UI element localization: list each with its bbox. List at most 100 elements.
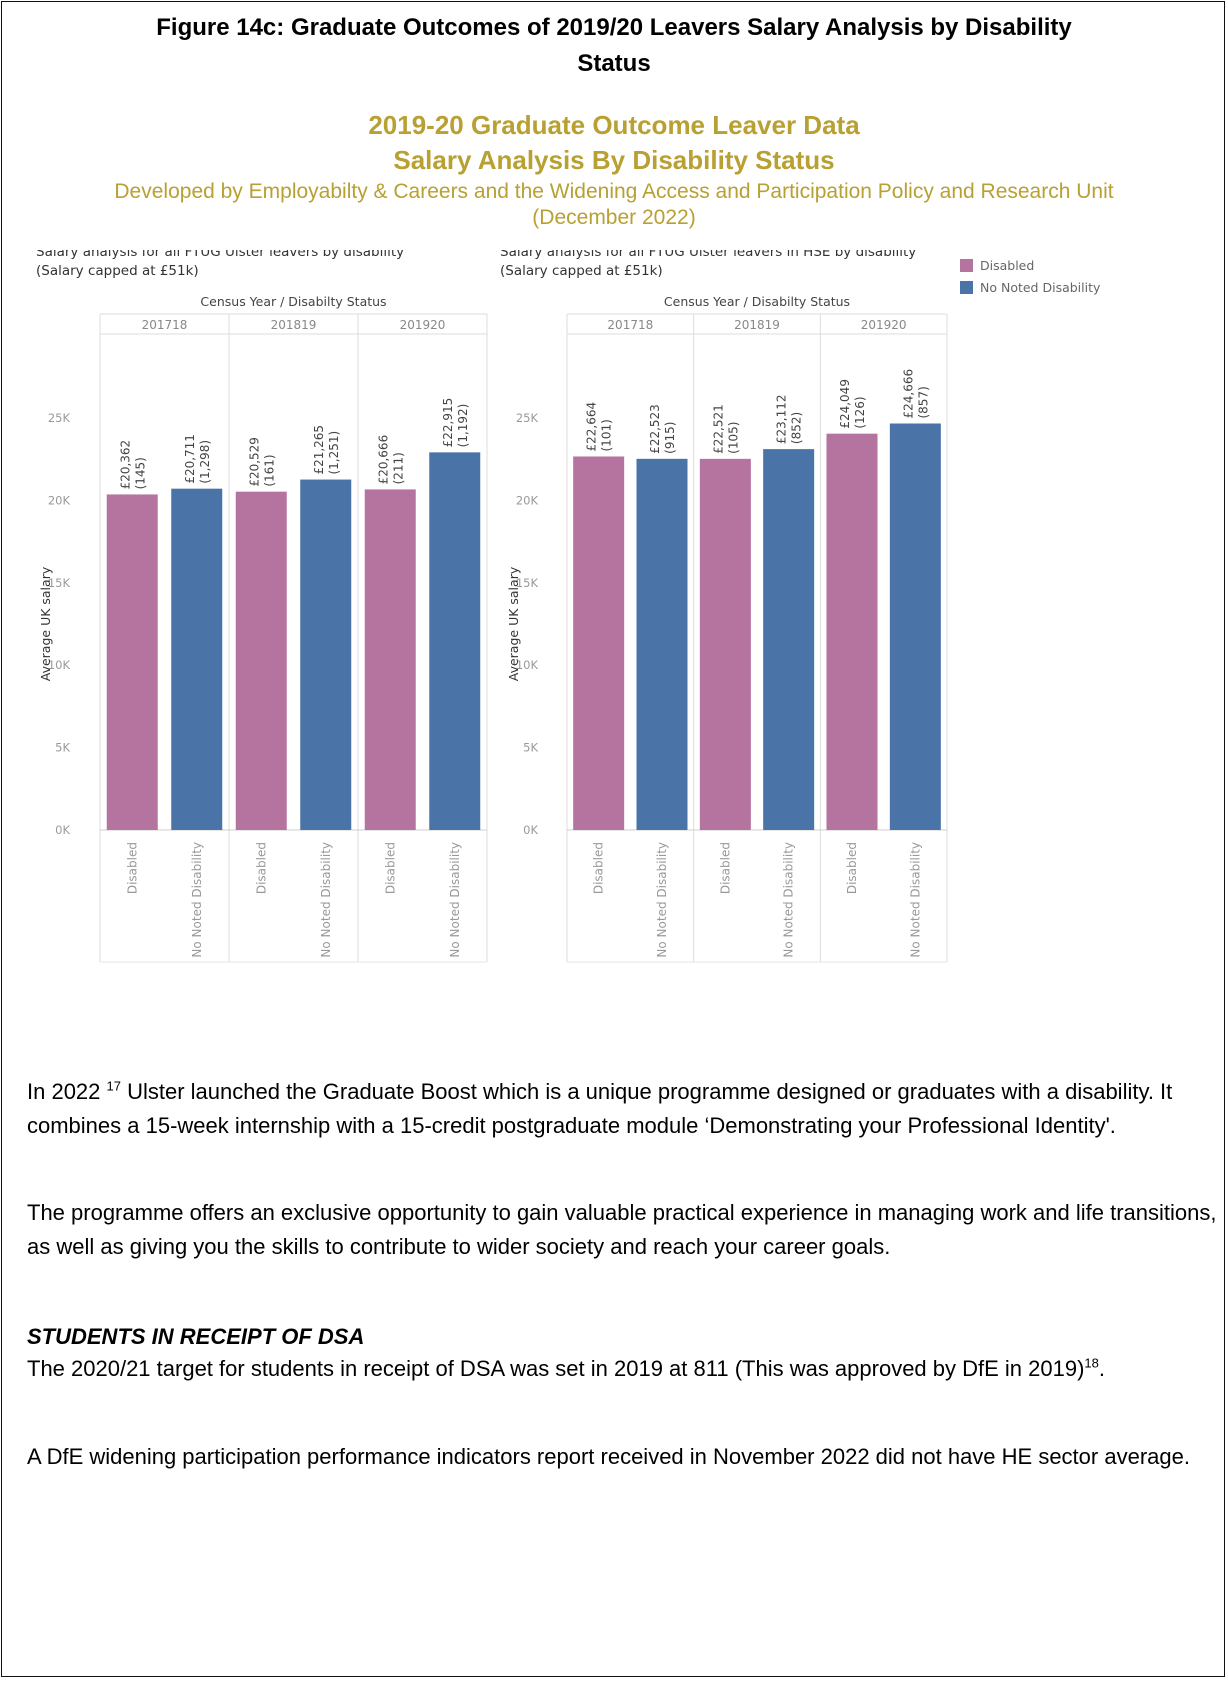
y-tick-label: 10K	[516, 658, 539, 672]
bar-count-label: (915)	[663, 422, 677, 454]
bar	[699, 458, 751, 830]
bar-count-label: (211)	[391, 452, 405, 484]
figure-title-line1: Figure 14c: Graduate Outcomes of 2019/20…	[156, 14, 1072, 41]
x-category-label: Disabled	[383, 842, 397, 894]
x-category-label: Disabled	[254, 842, 268, 894]
x-category-label: Disabled	[125, 842, 139, 894]
bar-count-label: (145)	[133, 457, 147, 489]
y-tick-label: 20K	[48, 493, 71, 507]
bar-value-label: £20,711	[183, 434, 197, 484]
bar-value-label: £20,666	[376, 435, 390, 485]
bar-count-label: (161)	[262, 454, 276, 486]
bar-value-label: £22,521	[711, 404, 725, 454]
group-label: 201718	[142, 318, 188, 332]
y-axis-label: Average UK salary	[506, 566, 521, 681]
bar-count-label: (1,298)	[198, 440, 212, 484]
x-category-label: Disabled	[718, 842, 732, 894]
salary-charts: Salary analysis for all FTUG Ulster leav…	[36, 250, 1101, 963]
bar-value-label: £22,664	[585, 402, 599, 452]
x-category-label: No Noted Disability	[190, 842, 204, 958]
bar	[300, 479, 352, 830]
bar	[106, 494, 158, 830]
bar-count-label: (1,192)	[456, 404, 470, 448]
footnote-ref-18: 18	[1084, 1355, 1099, 1371]
p1-text-b: Ulster launched the Graduate Boost which…	[27, 1079, 1173, 1138]
footnote-ref-17: 17	[106, 1078, 121, 1094]
chart-all-leavers: Salary analysis for all FTUG Ulster leav…	[36, 250, 488, 963]
bar	[235, 491, 287, 830]
bar-value-label: £23,112	[775, 394, 789, 444]
bar	[636, 458, 688, 830]
chart-title: Salary analysis for all FTUG Ulster leav…	[36, 250, 404, 260]
x-category-label: No Noted Disability	[319, 842, 333, 958]
y-tick-label: 15K	[516, 576, 539, 590]
group-label: 201819	[271, 318, 317, 332]
p3-text-b: .	[1098, 1356, 1106, 1381]
bar-value-label: £24,049	[838, 379, 852, 429]
y-tick-label: 0K	[523, 823, 538, 837]
legend-label: No Noted Disability	[980, 280, 1101, 295]
y-tick-label: 5K	[55, 741, 70, 755]
bar-count-label: (1,251)	[327, 431, 341, 475]
group-label: 201718	[607, 318, 653, 332]
bar-count-label: (101)	[600, 419, 614, 451]
legend: Disabilty StatusDisabledNo Noted Disabil…	[960, 258, 1101, 295]
legend-swatch	[960, 259, 973, 272]
p3-text-a: The 2020/21 target for students in recei…	[27, 1356, 1085, 1381]
p1-text-a: In 2022	[27, 1079, 107, 1104]
bar-count-label: (857)	[916, 386, 930, 418]
y-tick-label: 0K	[55, 823, 70, 837]
y-tick-label: 15K	[48, 576, 71, 590]
y-axis-label: Average UK salary	[38, 566, 53, 681]
x-category-label: No Noted Disability	[655, 842, 669, 958]
bar-value-label: £24,666	[901, 369, 915, 419]
bar-value-label: £22,915	[441, 398, 455, 448]
y-tick-label: 20K	[516, 493, 539, 507]
bar-count-label: (852)	[790, 412, 804, 444]
group-label: 201920	[400, 318, 446, 332]
bar	[826, 433, 878, 830]
x-category-label: Disabled	[592, 842, 606, 894]
chart-hse-leavers: Salary analysis for all FTUG Ulster leav…	[500, 250, 948, 963]
paragraph-programme: The programme offers an exclusive opport…	[27, 1200, 1217, 1259]
group-label: 201920	[861, 318, 907, 332]
dashboard-subtitle-line1: Developed by Employabilty & Careers and …	[114, 180, 1114, 203]
figure-title-line2: Status	[577, 50, 651, 77]
dashboard-title-line2: Salary Analysis By Disability Status	[393, 145, 835, 175]
x-category-label: Disabled	[845, 842, 859, 894]
legend-label: Disabled	[980, 258, 1034, 273]
column-header: Census Year / Disabilty Status	[664, 294, 850, 309]
chart-title: Salary analysis for all FTUG Ulster leav…	[500, 250, 916, 260]
x-category-label: No Noted Disability	[908, 842, 922, 958]
figure-title: Figure 14c: Graduate Outcomes of 2019/20…	[0, 10, 1228, 82]
column-header: Census Year / Disabilty Status	[200, 294, 386, 309]
y-tick-label: 5K	[523, 741, 538, 755]
paragraph-dsa-target: The 2020/21 target for students in recei…	[27, 1352, 1217, 1386]
paragraph-graduate-boost: In 2022 17 Ulster launched the Graduate …	[27, 1075, 1217, 1143]
y-tick-label: 25K	[516, 411, 539, 425]
bar	[429, 452, 481, 830]
legend-swatch	[960, 281, 973, 294]
bar	[889, 423, 941, 830]
bar	[573, 456, 625, 830]
y-tick-label: 10K	[48, 658, 71, 672]
x-category-label: No Noted Disability	[448, 842, 462, 958]
paragraph-dfe-report: A DfE widening participation performance…	[27, 1444, 1190, 1469]
bar	[763, 449, 815, 830]
bar-count-label: (105)	[726, 422, 740, 454]
bar-value-label: £20,529	[247, 437, 261, 487]
chart-subtitle: (Salary capped at £51k)	[36, 263, 199, 279]
dashboard-title-line1: 2019-20 Graduate Outcome Leaver Data	[368, 110, 860, 140]
y-tick-label: 25K	[48, 411, 71, 425]
section-heading-dsa: STUDENTS IN RECEIPT OF DSA	[27, 1324, 365, 1349]
chart-subtitle: (Salary capped at £51k)	[500, 263, 663, 279]
bar-value-label: £21,265	[312, 425, 326, 475]
bar	[364, 489, 416, 830]
x-category-label: No Noted Disability	[782, 842, 796, 958]
bar-count-label: (126)	[853, 396, 867, 428]
bar-value-label: £20,362	[118, 440, 132, 490]
bar	[171, 488, 223, 830]
bar-value-label: £22,523	[648, 404, 662, 454]
dashboard-subtitle-line2: (December 2022)	[532, 206, 696, 229]
